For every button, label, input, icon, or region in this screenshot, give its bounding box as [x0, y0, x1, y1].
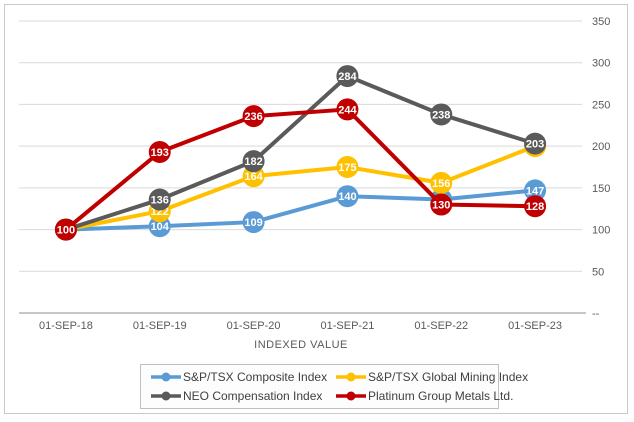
y-axis-tick-label: 100 — [592, 225, 610, 237]
x-category-label: 01-SEP-22 — [414, 320, 468, 332]
legend-item-composite-index: S&P/TSX Composite Index — [151, 370, 336, 384]
data-point-marker — [148, 188, 171, 211]
legend-label: S&P/TSX Composite Index — [183, 370, 328, 384]
data-point-marker — [336, 156, 359, 178]
data-point-marker — [430, 103, 453, 126]
data-point-label: 284 — [338, 71, 357, 83]
x-category-label: 01-SEP-20 — [227, 320, 281, 332]
data-point-marker — [524, 179, 547, 202]
series-layer: 1001041091401361471001221641751562001001… — [54, 65, 547, 241]
data-point-marker — [242, 211, 265, 234]
y-axis-tick-label: 250 — [592, 99, 610, 111]
data-point-marker — [336, 185, 359, 208]
legend-item-platinum-group-metals: Platinum Group Metals Ltd. — [336, 389, 528, 403]
data-point-label: 136 — [151, 195, 169, 207]
data-point-marker — [242, 150, 265, 173]
x-axis-title: INDEXED VALUE — [254, 339, 348, 351]
data-point-label: 140 — [338, 191, 356, 203]
legend-label: S&P/TSX Global Mining Index — [368, 370, 529, 384]
legend-item-global-mining-index: S&P/TSX Global Mining Index — [336, 370, 528, 384]
x-category-label: 01-SEP-23 — [508, 320, 562, 332]
data-point-marker — [148, 140, 171, 163]
chart-legend: S&P/TSX Composite Index S&P/TSX Global M… — [140, 364, 528, 409]
series-line — [65, 188, 536, 232]
legend-marker-line-icon — [151, 372, 181, 382]
series-line — [65, 74, 536, 232]
y-axis-tick-label: -- — [592, 308, 600, 320]
y-axis-tick-label: 350 — [592, 16, 610, 28]
data-point-label: 182 — [244, 156, 262, 168]
y-axis-tick-label: 150 — [592, 183, 610, 195]
data-point-label: 100 — [57, 225, 75, 237]
x-category-label: 01-SEP-21 — [321, 320, 375, 332]
data-point-label: 175 — [338, 162, 356, 174]
axis-tick-labels: 350 300 250 200 150 100 50 -- 01-SEP-18 01-SEP-19… — [39, 16, 610, 332]
data-point-label: 238 — [432, 109, 450, 121]
gridlines — [19, 20, 586, 314]
data-point-label: 244 — [338, 104, 357, 116]
series-line — [65, 144, 536, 232]
y-axis-tick-label: 50 — [592, 266, 604, 278]
data-point-marker — [430, 193, 453, 216]
data-point-label: 193 — [151, 147, 169, 159]
y-axis-tick-label: 200 — [592, 141, 610, 153]
data-point-label: 104 — [151, 221, 170, 233]
data-point-label: 156 — [432, 178, 450, 190]
data-point-label: 164 — [244, 171, 263, 183]
data-point-label: 128 — [526, 201, 544, 213]
legend-item-neo-compensation-index: NEO Compensation Index — [151, 389, 336, 403]
data-point-marker — [524, 132, 547, 155]
legend-marker-line-icon — [151, 391, 181, 401]
data-point-label: 236 — [244, 111, 262, 123]
series-line — [64, 107, 536, 232]
data-point-marker — [336, 98, 359, 121]
legend-label: Platinum Group Metals Ltd. — [368, 389, 514, 403]
data-point-label: 147 — [526, 185, 544, 197]
legend-marker-line-icon — [336, 391, 366, 401]
x-category-label: 01-SEP-18 — [39, 320, 93, 332]
data-point-label: 109 — [244, 217, 262, 229]
data-point-label: 203 — [526, 139, 544, 151]
data-point-marker — [54, 218, 77, 241]
y-axis-tick-label: 300 — [592, 58, 610, 70]
legend-marker-line-icon — [336, 372, 366, 382]
data-point-marker — [242, 105, 265, 128]
data-point-marker — [336, 65, 359, 88]
data-point-label: 130 — [432, 200, 450, 212]
x-category-label: 01-SEP-19 — [133, 320, 187, 332]
performance-line-chart: 350 300 250 200 150 100 50 -- 01-SEP-18 01-SEP-19… — [19, 16, 610, 351]
legend-label: NEO Compensation Index — [183, 389, 323, 403]
data-point-marker — [524, 195, 547, 218]
data-point-marker — [430, 171, 453, 194]
